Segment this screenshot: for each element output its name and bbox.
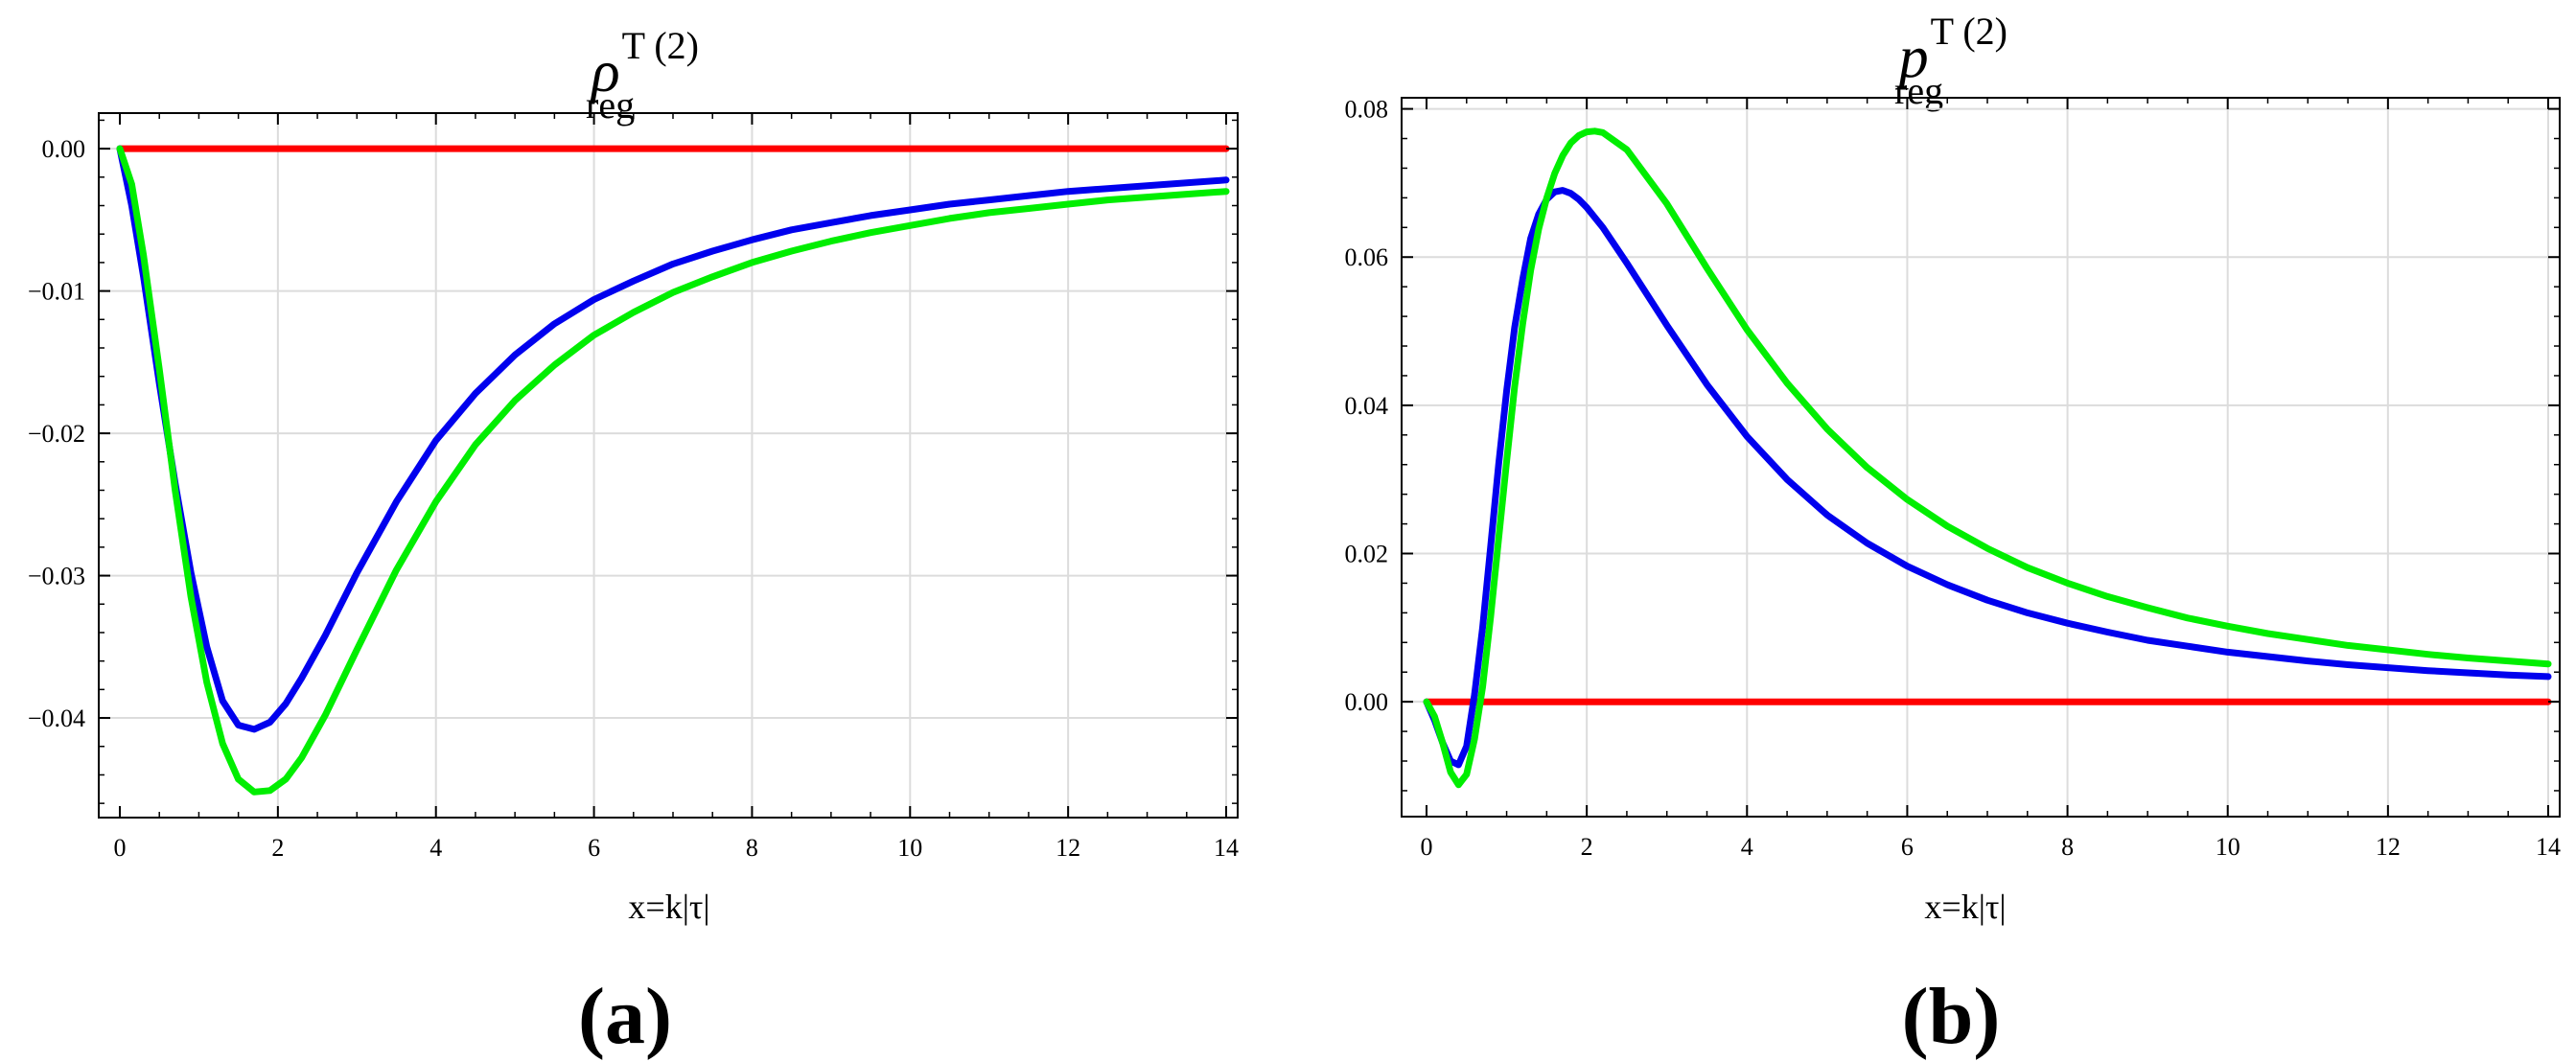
- x-tick-label-a: 4: [429, 834, 442, 862]
- x-tick-label-b: 12: [2376, 833, 2401, 861]
- chart-title-sup-a: T (2): [622, 24, 699, 67]
- chart-panel-a: ρT (2) reg 0 2 4 6 8 10 12 14 0.00 −0.01 −0.02 −0.03…: [28, 24, 1239, 1061]
- x-tick-label-a: 14: [1214, 834, 1239, 862]
- x-tick-label-a: 2: [271, 834, 284, 862]
- chart-title-symbol-b: p: [1895, 25, 1929, 90]
- green-series-line-b: [1423, 127, 2552, 789]
- x-tick-label-b: 0: [1421, 833, 1433, 861]
- y-tick-label-a: −0.02: [28, 420, 85, 448]
- x-tick-label-a: 6: [588, 834, 600, 862]
- chart-title-sup-b: T (2): [1931, 10, 2007, 53]
- plot-frame-a: [98, 112, 1239, 819]
- y-tick-label-a: −0.03: [28, 563, 85, 590]
- y-tick-label-b: 0.04: [1345, 392, 1389, 420]
- x-tick-label-b: 2: [1581, 833, 1593, 861]
- x-tick-label-b: 6: [1901, 833, 1914, 861]
- x-tick-label-b: 10: [2216, 833, 2240, 861]
- chart-title-symbol-a: ρ: [590, 39, 620, 104]
- y-tick-label-b: 0.08: [1345, 96, 1389, 124]
- x-tick-label-a: 12: [1056, 834, 1080, 862]
- panel-label-b: (b): [1902, 972, 2001, 1061]
- x-tick-label-a: 8: [746, 834, 758, 862]
- plot-frame-b: [1401, 97, 2561, 818]
- chart-title-sub-b: reg: [1894, 69, 1943, 112]
- y-tick-label-a: −0.01: [28, 278, 85, 306]
- y-tick-label-b: 0.02: [1345, 541, 1389, 568]
- blue-series-line-a: [116, 145, 1230, 733]
- y-tick-label-a: 0.00: [42, 135, 86, 163]
- y-tick-label-b: 0.06: [1345, 243, 1389, 271]
- blue-series-line-b: [1423, 187, 2552, 769]
- y-tick-label-b: 0.00: [1345, 688, 1389, 716]
- x-tick-label-a: 10: [897, 834, 922, 862]
- x-axis-label-b: x=k|τ|: [1924, 888, 2006, 926]
- chart-title-a: ρT (2) reg: [586, 24, 699, 127]
- panel-label-a: (a): [578, 972, 672, 1061]
- chart-panel-b: pT (2) reg 0 2 4 6 8 10 12 14 0.00 0.02 0.04 0.06 0.0…: [1345, 10, 2561, 1061]
- x-axis-label-a: x=k|τ|: [628, 888, 709, 926]
- chart-title-b: pT (2) reg: [1894, 10, 2007, 112]
- y-tick-label-a: −0.04: [28, 704, 85, 732]
- x-tick-label-b: 4: [1741, 833, 1753, 861]
- green-series-line-a: [116, 145, 1230, 796]
- x-tick-label-b: 14: [2536, 833, 2561, 861]
- x-tick-label-b: 8: [2061, 833, 2074, 861]
- x-tick-label-a: 0: [114, 834, 127, 862]
